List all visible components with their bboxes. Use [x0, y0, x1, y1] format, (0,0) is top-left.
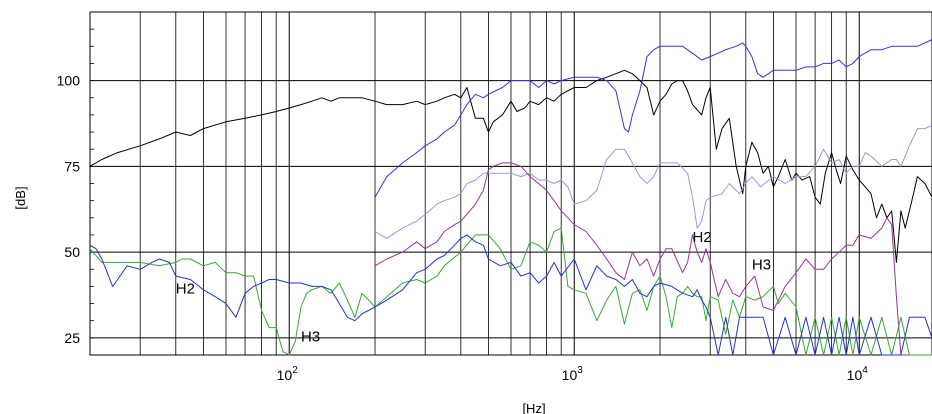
series-line-1 [89, 69, 932, 263]
series-line-4 [374, 162, 932, 356]
x-tick-label: 104 [847, 365, 869, 383]
annotations: H2 H3 H2 H3 [176, 229, 771, 345]
y-tick-label: 75 [64, 158, 80, 174]
y-tick-label: 50 [64, 244, 80, 260]
x-tick-label: 102 [277, 365, 299, 383]
x-tick-label: 103 [562, 365, 584, 383]
series-group [89, 38, 932, 356]
series-line-3 [374, 124, 932, 239]
series-line-6 [89, 234, 932, 356]
y-tick-labels: 25 50 75 100 [57, 73, 81, 346]
y-tick-label: 100 [57, 73, 81, 89]
y-tick-label: 25 [64, 330, 80, 346]
series-annotation: H3 [752, 256, 771, 273]
series-line-2 [374, 38, 932, 198]
x-tick-labels: 102 103 104 [277, 365, 869, 383]
x-axis-title: [Hz] [522, 401, 545, 414]
series-annotation: H2 [693, 229, 712, 246]
y-axis-title: [dB] [13, 186, 28, 209]
series-annotation: H3 [301, 328, 320, 345]
series-annotation: H2 [176, 280, 195, 297]
series-line-5 [89, 227, 932, 356]
